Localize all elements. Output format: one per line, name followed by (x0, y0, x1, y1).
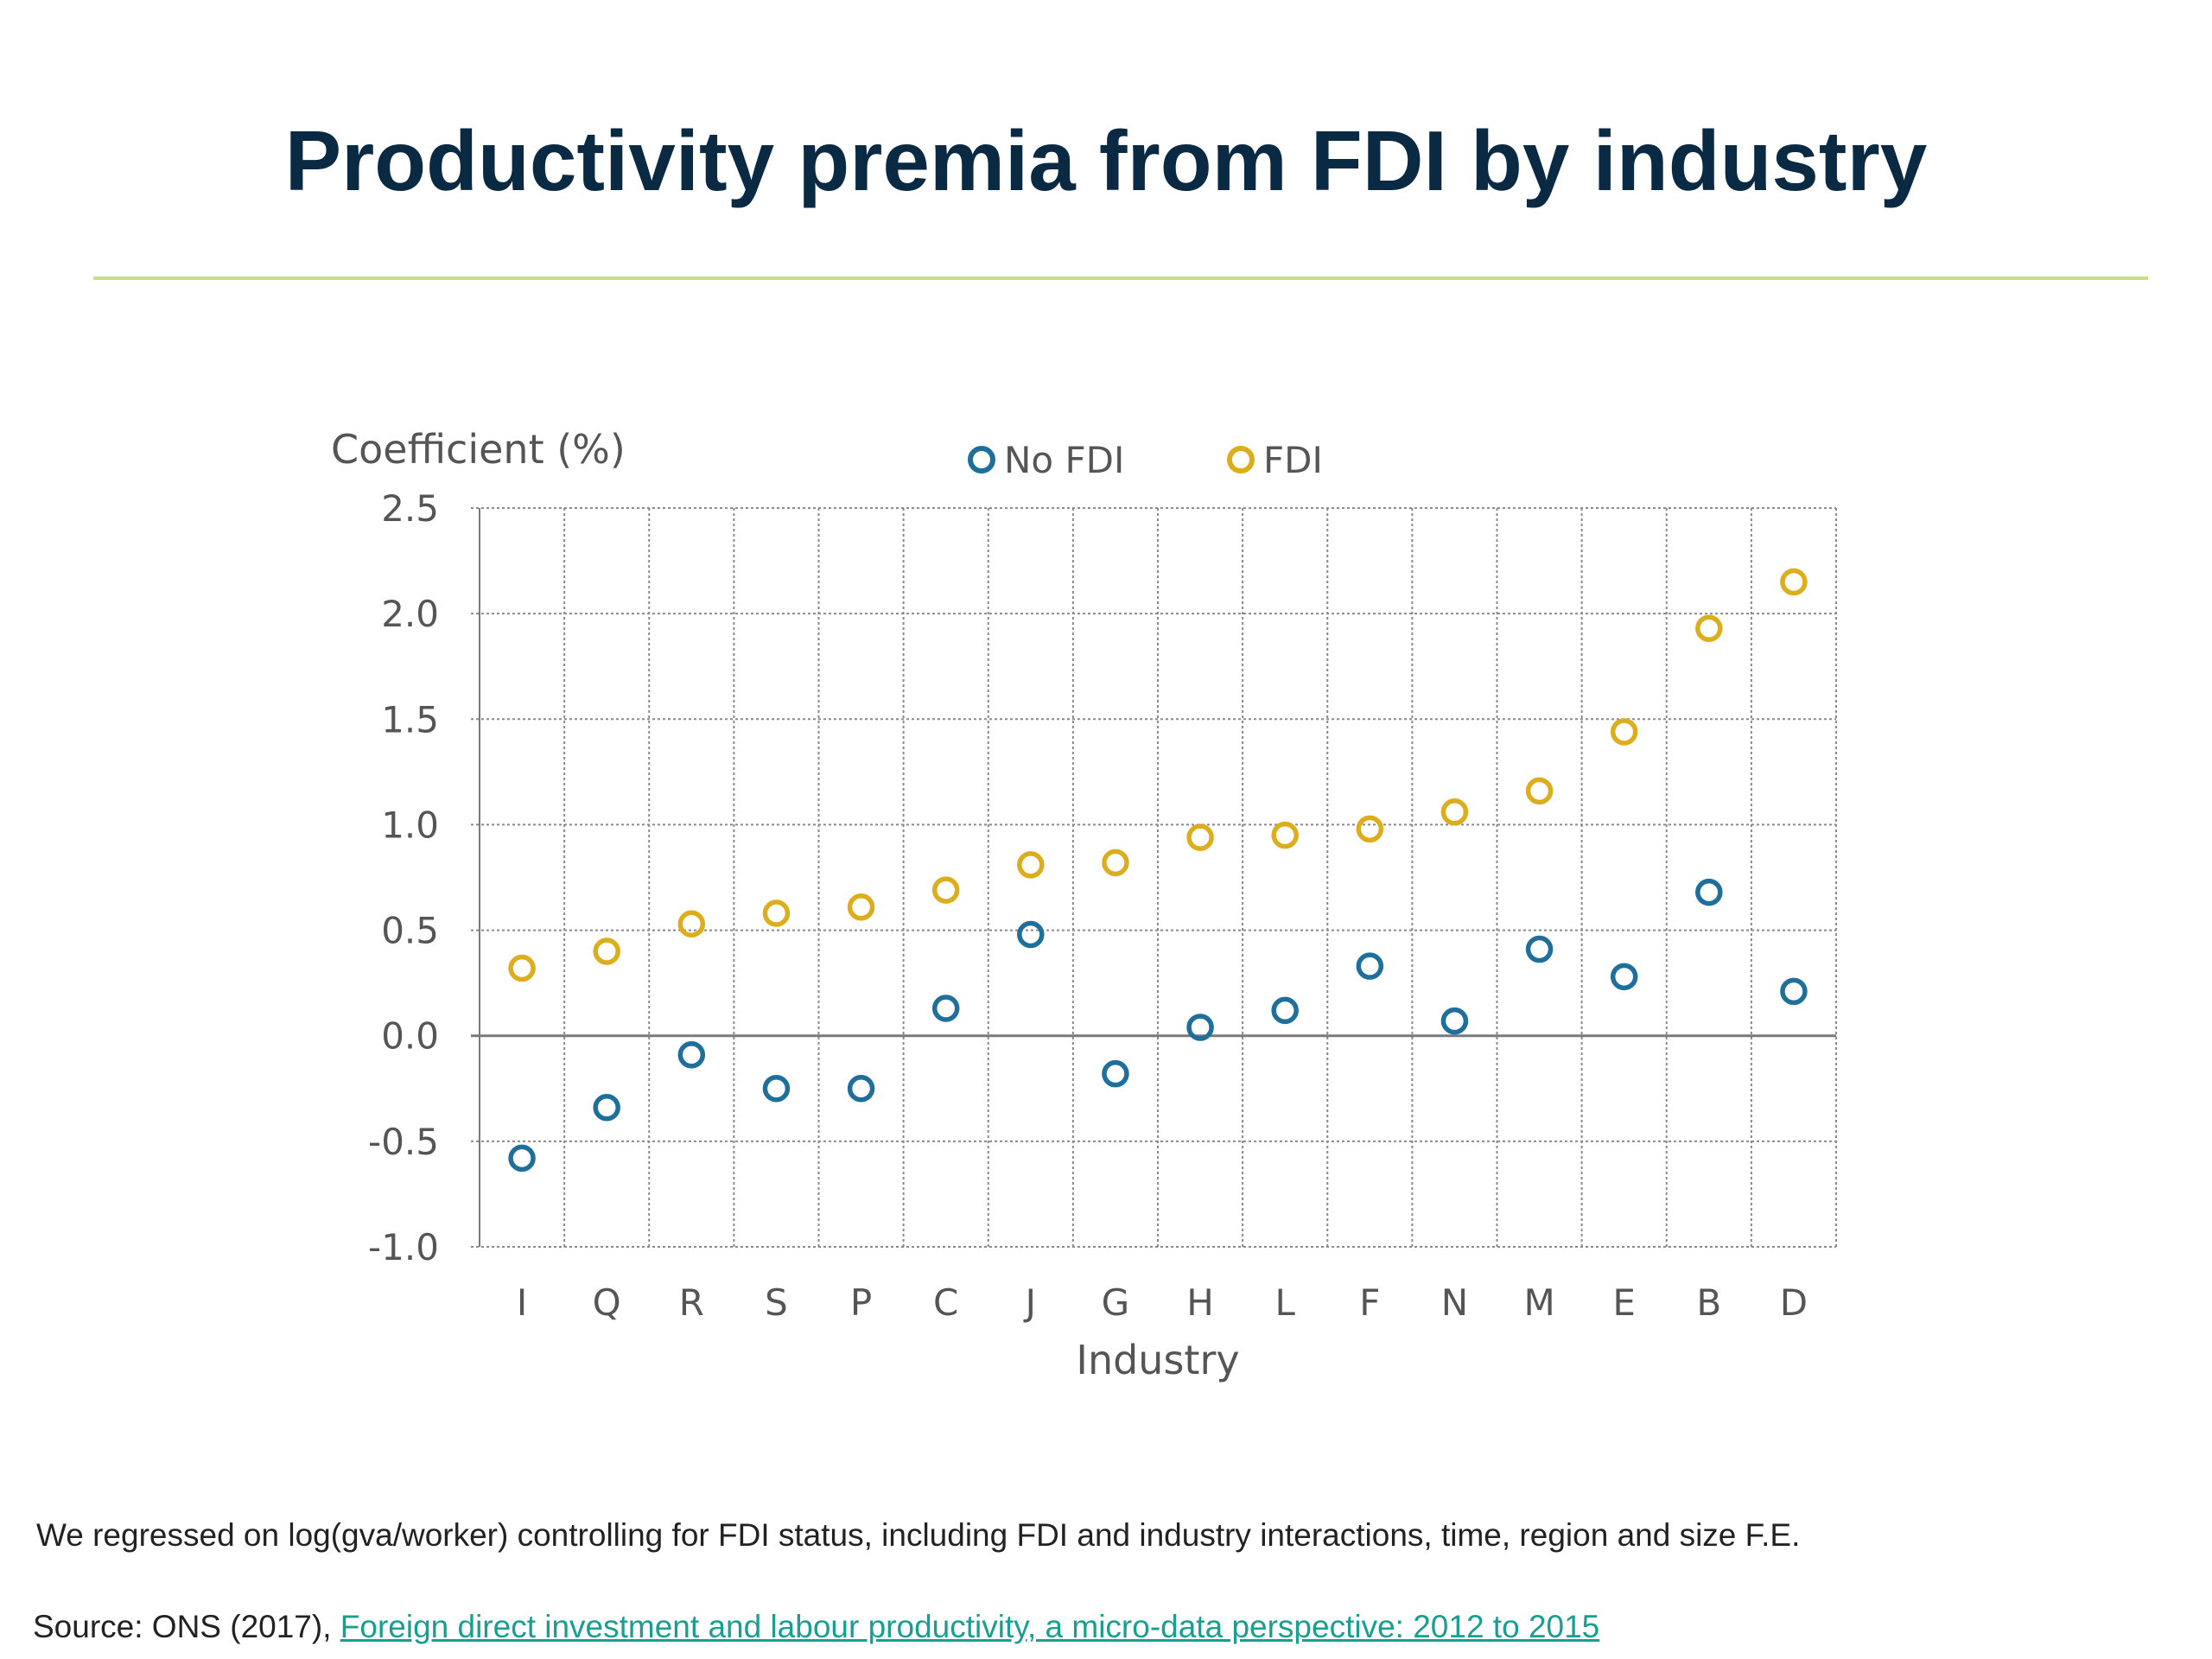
point-fdi (762, 899, 791, 927)
point-fdi (1610, 718, 1638, 746)
point-no-fdi (931, 995, 960, 1022)
x-tick-label: H (1186, 1281, 1214, 1324)
point-no-fdi (677, 1040, 706, 1069)
point-no-fdi (1610, 963, 1638, 991)
x-tick-label: M (1523, 1281, 1554, 1324)
legend-marker-fdi (1227, 446, 1255, 474)
legend-label-fdi: FDI (1263, 439, 1323, 481)
y-tick-label: -0.5 (368, 1121, 439, 1163)
point-fdi (1186, 823, 1214, 851)
point-fdi (1271, 821, 1299, 849)
point-no-fdi (1017, 920, 1045, 949)
x-tick-label: L (1274, 1281, 1295, 1324)
point-no-fdi (762, 1075, 791, 1103)
x-tick-label: G (1102, 1281, 1130, 1324)
point-fdi (1102, 849, 1129, 877)
scatter-chart: -1.0 -0.5 0.0 0.5 1.0 1.5 2.0 2.5 I Q R S P C J G H L F N M E… (331, 426, 1837, 1383)
x-tick-label: R (679, 1281, 704, 1324)
x-tick-label: P (850, 1281, 872, 1324)
source-link[interactable]: Foreign direct investment and labour pro… (340, 1609, 1600, 1644)
point-fdi (593, 938, 620, 965)
method-note: We regressed on log(gva/worker) controll… (36, 1517, 1801, 1553)
point-fdi (1695, 614, 1723, 642)
source-prefix: Source: ONS (2017), (33, 1609, 340, 1644)
x-tick-label: Q (593, 1281, 621, 1324)
y-axis-label: Coefficient (%) (331, 426, 626, 473)
point-no-fdi (1695, 878, 1723, 906)
x-tick-label: E (1612, 1281, 1636, 1324)
y-tick-label: 1.0 (381, 804, 439, 846)
point-no-fdi (1271, 996, 1299, 1025)
y-tick-label: 2.5 (381, 487, 439, 530)
source-citation: Source: ONS (2017), Foreign direct inves… (33, 1609, 2176, 1645)
title-divider (93, 276, 2148, 280)
slide-title: Productivity premia from FDI by industry (284, 113, 1928, 208)
point-fdi (1440, 798, 1469, 826)
point-no-fdi (1525, 935, 1554, 963)
legend-label-no-fdi: No FDI (1004, 439, 1124, 481)
point-no-fdi (1356, 952, 1384, 980)
point-no-fdi (1780, 977, 1808, 1006)
point-no-fdi (847, 1075, 875, 1103)
y-tick-label: 0.0 (381, 1015, 439, 1058)
point-no-fdi (508, 1144, 536, 1173)
x-tick-label: N (1441, 1281, 1468, 1324)
point-no-fdi (593, 1094, 620, 1122)
axis-layer: -1.0 -0.5 0.0 0.5 1.0 1.5 2.0 2.5 I Q R S P C J G H L F N M E… (368, 487, 1808, 1324)
x-axis-label: Industry (1076, 1337, 1239, 1383)
point-no-fdi (1440, 1007, 1469, 1035)
point-no-fdi (1102, 1059, 1129, 1088)
point-fdi (677, 910, 706, 938)
point-fdi (1017, 851, 1045, 879)
point-fdi (1356, 815, 1384, 843)
x-tick-label: J (1023, 1281, 1036, 1324)
point-fdi (508, 954, 536, 982)
x-tick-label: S (765, 1281, 788, 1324)
y-tick-label: 1.5 (381, 698, 439, 741)
x-tick-label: B (1696, 1281, 1721, 1324)
grid-layer (471, 507, 1837, 1248)
legend-marker-no-fdi (968, 446, 995, 474)
x-tick-label: F (1359, 1281, 1380, 1324)
point-fdi (931, 876, 960, 904)
legend: No FDI FDI (968, 439, 1323, 481)
point-fdi (847, 893, 875, 921)
y-tick-label: 2.0 (381, 593, 439, 635)
y-tick-label: -1.0 (368, 1226, 439, 1268)
y-tick-label: 0.5 (381, 910, 439, 952)
point-fdi (1525, 777, 1554, 805)
points-layer (508, 568, 1808, 1173)
x-tick-label: I (517, 1281, 527, 1324)
point-no-fdi (1186, 1014, 1214, 1041)
point-fdi (1780, 568, 1808, 596)
x-tick-label: D (1780, 1281, 1808, 1324)
x-tick-label: C (933, 1281, 958, 1324)
